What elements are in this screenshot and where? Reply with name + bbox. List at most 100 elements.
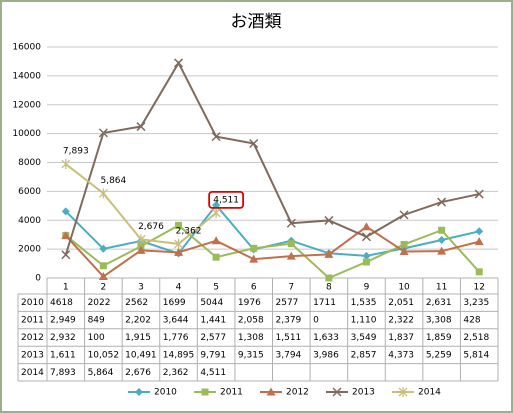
series-line (64, 60, 480, 256)
table-cell: 1,611 (50, 350, 76, 360)
table-cell: 1,441 (200, 316, 226, 326)
table-cell: 2,518 (463, 333, 489, 343)
x-tick-label: 2 (101, 283, 107, 293)
table-cell: 2,379 (276, 316, 302, 326)
y-tick-label: 2000 (18, 245, 41, 255)
marker (61, 250, 71, 260)
x-tick-label: 6 (251, 283, 257, 293)
x-tick-label: 11 (436, 283, 447, 293)
x-tick-label: 5 (213, 283, 219, 293)
legend-label: 2013 (352, 388, 375, 398)
table-cell: 2,051 (388, 298, 414, 308)
table-cell: 2,322 (388, 316, 414, 326)
marker (287, 240, 295, 248)
table-cell: 849 (88, 316, 105, 326)
x-tick-label: 1 (63, 283, 69, 293)
legend-label: 2012 (286, 388, 309, 398)
marker (400, 240, 408, 248)
table-cell: 9,315 (238, 350, 264, 360)
table-cell: 1976 (238, 298, 261, 308)
marker (438, 226, 446, 234)
table-cell: 10,491 (125, 350, 156, 360)
y-tick-label: 10000 (12, 129, 41, 139)
legend-label: 2010 (154, 388, 177, 398)
marker (201, 388, 209, 396)
series-line (65, 225, 480, 278)
table-cell: 14,895 (163, 350, 195, 360)
table-row-label: 2011 (21, 316, 44, 326)
table-cell: 3,549 (351, 333, 377, 343)
marker (437, 236, 446, 245)
table-cell: 2,202 (125, 316, 151, 326)
table-cell: 3,986 (313, 350, 339, 360)
marker (98, 128, 108, 138)
table-cell: 3,794 (276, 350, 302, 360)
marker (362, 258, 370, 266)
table-cell: 1699 (163, 298, 186, 308)
table-cell: 2,949 (50, 316, 76, 326)
highlight-box (208, 190, 245, 209)
marker (212, 253, 220, 261)
table-cell: 1,837 (388, 333, 414, 343)
data-label: 2,362 (176, 226, 202, 236)
marker (61, 159, 71, 170)
marker (99, 262, 107, 270)
marker (286, 251, 296, 260)
table-cell: 2,857 (351, 350, 377, 360)
marker (324, 215, 334, 225)
marker (475, 268, 483, 276)
marker (211, 207, 221, 218)
table-cell: 2,577 (200, 333, 226, 343)
x-tick-label: 9 (364, 283, 370, 293)
marker (174, 58, 184, 68)
table-cell: 3,644 (163, 316, 189, 326)
y-tick-label: 16000 (12, 43, 41, 53)
x-tick-label: 4 (176, 283, 182, 293)
table-cell: 2562 (125, 298, 148, 308)
table-cell: 100 (88, 333, 105, 343)
marker (61, 231, 71, 240)
table-row-label: 2012 (21, 333, 44, 343)
table-cell: 3,308 (426, 316, 452, 326)
table-cell: 5,864 (88, 368, 114, 378)
table-cell: 2577 (276, 298, 299, 308)
table-cell: 2,058 (238, 316, 264, 326)
x-tick-label: 12 (473, 283, 484, 293)
marker (324, 249, 334, 258)
marker (437, 197, 447, 207)
marker (61, 207, 70, 216)
marker (250, 244, 258, 252)
marker (474, 189, 484, 199)
marker (136, 122, 146, 132)
table-cell: 1,776 (163, 333, 189, 343)
marker (325, 274, 333, 282)
marker (362, 251, 371, 260)
table-cell: 428 (463, 316, 480, 326)
table-cell: 1,308 (238, 333, 264, 343)
marker (361, 232, 371, 242)
marker (286, 218, 296, 228)
table-cell: 2,932 (50, 333, 76, 343)
data-label: 7,893 (63, 147, 89, 157)
marker (266, 387, 276, 396)
marker (174, 247, 184, 256)
marker (98, 188, 108, 199)
marker (399, 246, 409, 255)
table-cell: 1,110 (351, 316, 377, 326)
legend-label: 2011 (220, 388, 243, 398)
x-tick-label: 10 (398, 283, 410, 293)
table-row-label: 2013 (21, 350, 44, 360)
x-tick-label: 7 (288, 283, 294, 293)
marker (249, 254, 259, 263)
marker (332, 387, 342, 397)
table-cell: 10,052 (88, 350, 120, 360)
marker (399, 210, 409, 220)
table-cell: 1,511 (276, 333, 302, 343)
table-cell: 4,373 (388, 350, 414, 360)
table-cell: 4618 (50, 298, 73, 308)
marker (175, 221, 183, 229)
data-label: 2,676 (138, 222, 164, 232)
table-row-label: 2010 (21, 298, 44, 308)
marker (136, 245, 146, 254)
